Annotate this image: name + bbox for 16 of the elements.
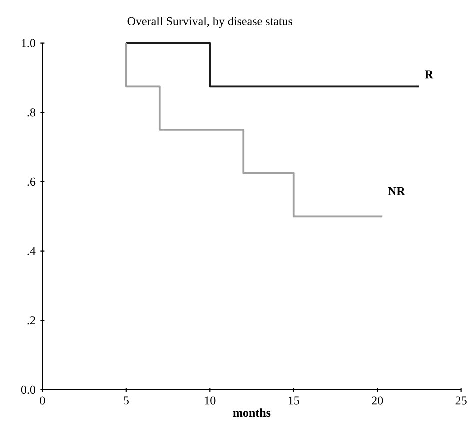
x-tick-label: 10 [205, 396, 216, 405]
y-tick-label: .8 [28, 108, 36, 117]
series-label: NR [388, 187, 406, 196]
x-tick-label: 25 [456, 396, 467, 405]
y-tick-label: 0.0 [21, 386, 36, 394]
chart-title: Overall Survival, by disease status [128, 17, 293, 28]
y-tick-label: .4 [28, 247, 36, 256]
x-tick-label: 5 [124, 396, 129, 405]
y-tick-label: .2 [28, 316, 36, 325]
x-axis-title: months [233, 408, 271, 418]
y-tick-label: .6 [28, 178, 36, 186]
x-tick-label: 20 [372, 396, 384, 405]
y-tick-label: 1.0 [22, 39, 36, 48]
x-tick-label: 15 [288, 396, 300, 405]
x-tick-label: 0 [40, 396, 46, 405]
series-label: R [425, 70, 434, 79]
